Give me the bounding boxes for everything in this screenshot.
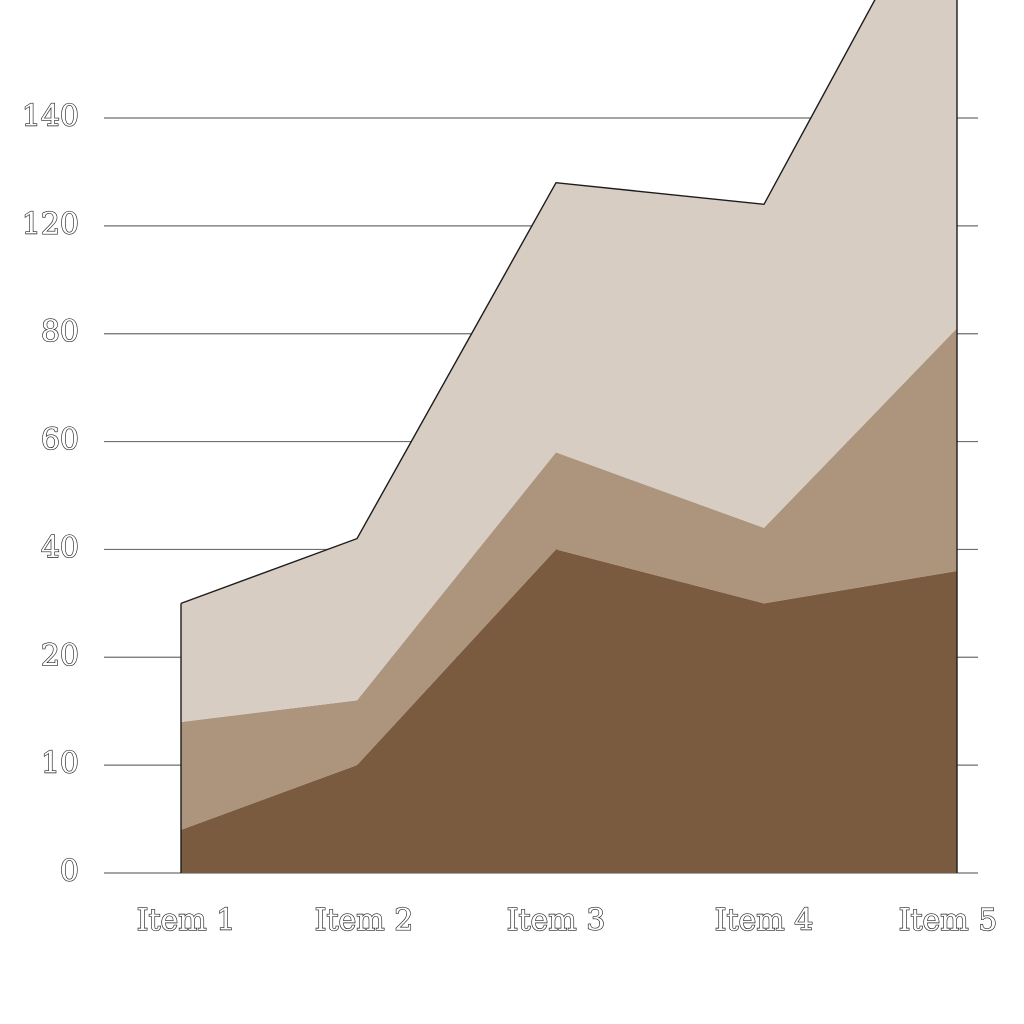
- y-tick-label: 140: [22, 99, 79, 134]
- series-areas: [181, 0, 957, 873]
- x-category-label: Item 2: [315, 903, 414, 938]
- y-tick-label: 10: [41, 746, 79, 781]
- y-tick-label: 0: [60, 854, 79, 889]
- series-area-3: [181, 0, 957, 722]
- x-category-label: Item 1: [137, 903, 236, 938]
- y-tick-label: 60: [41, 423, 79, 458]
- x-category-label: Item 3: [507, 903, 606, 938]
- series-area-1: [181, 549, 957, 873]
- x-category-label: Item 5: [899, 903, 998, 938]
- y-tick-label: 120: [22, 207, 79, 242]
- y-axis-tick-labels: 0 10 20 40 60 80 120 140: [21, 98, 80, 889]
- y-tick-label: 40: [41, 530, 79, 565]
- x-category-label: Item 4: [715, 903, 814, 938]
- x-axis-category-labels: Item 1 Item 2 Item 3 Item 4 Item 5: [136, 902, 998, 938]
- stack-top-outline: [180, 0, 876, 605]
- series-area-2: [181, 328, 957, 830]
- y-tick-label: 20: [41, 638, 79, 673]
- y-tick-label: 80: [41, 315, 79, 350]
